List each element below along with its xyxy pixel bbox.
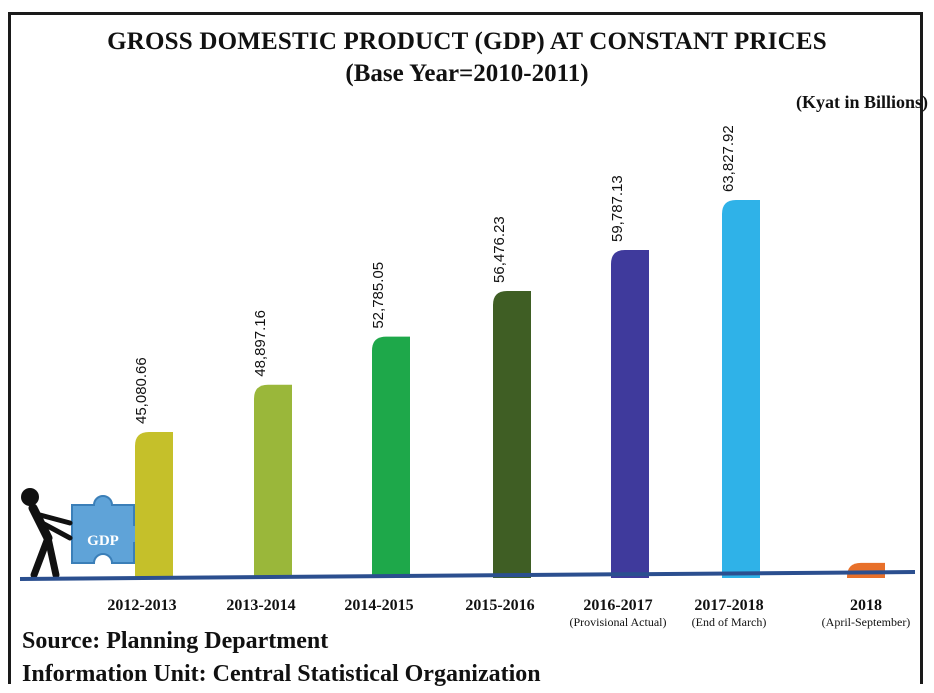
chart-subtitle: (Base Year=2010-2011) [345, 60, 589, 87]
value-label-2017-2018: 63,827.92 [720, 125, 737, 192]
x-tick-label-2015-2016: 2015-2016 [465, 597, 534, 614]
value-label-2016-2017: 59,787.13 [609, 175, 626, 242]
x-tick-label-2017-2018: 2017-2018 [694, 597, 763, 614]
x-tick-label-2018: 2018 [850, 597, 882, 614]
chart-frame [8, 12, 923, 684]
value-label-2014-2015: 52,785.05 [370, 262, 387, 329]
gdp-illustration: GDP [21, 488, 144, 579]
puzzle-piece-icon [71, 495, 144, 564]
bar-2015-2016 [493, 290, 531, 578]
x-tick-label-2013-2014: 2013-2014 [226, 597, 295, 614]
x-tick-label-2014-2015: 2014-2015 [344, 597, 413, 614]
info-unit-text: Information Unit: Central Statistical Or… [22, 661, 541, 687]
bar-2012-2013 [135, 432, 173, 578]
chart-title: GROSS DOMESTIC PRODUCT (GDP) AT CONSTANT… [107, 28, 827, 55]
puzzle-label: GDP [87, 533, 119, 549]
value-label-2012-2013: 45,080.66 [133, 357, 150, 424]
bar-2017-2018 [722, 200, 760, 578]
bar-2013-2014 [254, 384, 292, 578]
value-label-2013-2014: 48,897.16 [252, 310, 269, 377]
bar-2014-2015 [372, 336, 410, 578]
source-text: Source: Planning Department [22, 628, 329, 654]
x-tick-note-2017-2018: (End of March) [692, 615, 767, 629]
x-tick-label-2012-2013: 2012-2013 [107, 597, 176, 614]
x-tick-note-2016-2017: (Provisional Actual) [570, 615, 667, 629]
value-label-2015-2016: 56,476.23 [491, 216, 508, 283]
bar-2016-2017 [611, 250, 649, 578]
x-tick-label-2016-2017: 2016-2017 [583, 597, 652, 614]
unit-label: (Kyat in Billions) [795, 92, 928, 112]
person-icon [21, 488, 73, 579]
x-axis-baseline [19, 570, 916, 581]
x-tick-note-2018: (April-September) [822, 615, 911, 629]
